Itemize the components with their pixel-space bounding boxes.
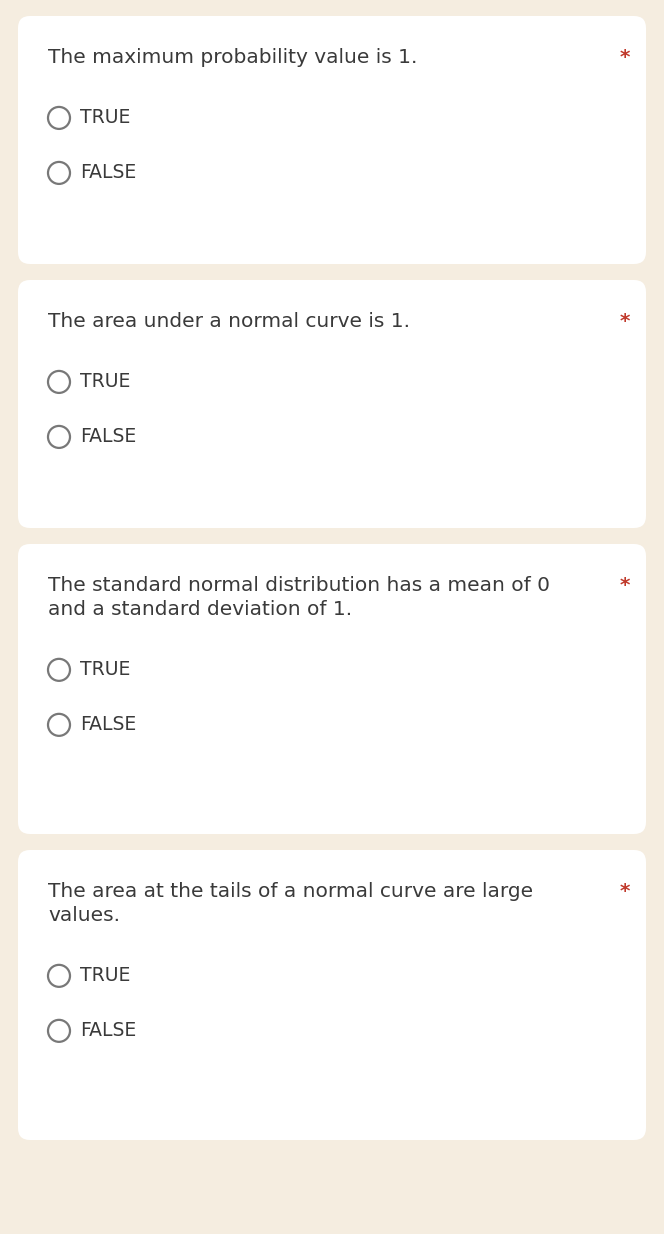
Text: *: * — [620, 576, 630, 595]
Text: *: * — [620, 48, 630, 67]
Text: The area at the tails of a normal curve are large: The area at the tails of a normal curve … — [48, 882, 533, 901]
Text: and a standard deviation of 1.: and a standard deviation of 1. — [48, 600, 352, 619]
FancyBboxPatch shape — [18, 544, 646, 834]
Text: The standard normal distribution has a mean of 0: The standard normal distribution has a m… — [48, 576, 550, 595]
Text: TRUE: TRUE — [80, 109, 130, 127]
Text: TRUE: TRUE — [80, 966, 130, 986]
Text: FALSE: FALSE — [80, 163, 136, 183]
FancyBboxPatch shape — [18, 850, 646, 1140]
Text: The area under a normal curve is 1.: The area under a normal curve is 1. — [48, 312, 410, 331]
Text: TRUE: TRUE — [80, 660, 130, 680]
Text: FALSE: FALSE — [80, 427, 136, 447]
Text: *: * — [620, 882, 630, 901]
Text: The maximum probability value is 1.: The maximum probability value is 1. — [48, 48, 418, 67]
Text: *: * — [620, 312, 630, 331]
Text: FALSE: FALSE — [80, 1022, 136, 1040]
FancyBboxPatch shape — [18, 280, 646, 528]
Text: values.: values. — [48, 906, 120, 926]
Text: FALSE: FALSE — [80, 716, 136, 734]
FancyBboxPatch shape — [18, 16, 646, 264]
Text: TRUE: TRUE — [80, 373, 130, 391]
